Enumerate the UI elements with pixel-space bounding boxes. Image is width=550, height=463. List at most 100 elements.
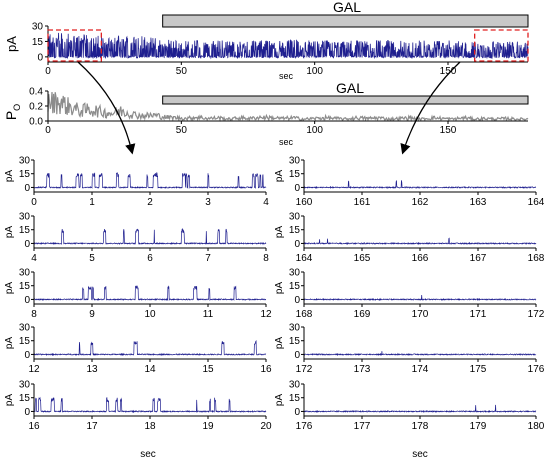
detail-ytick-label: 0 (294, 295, 300, 306)
detail-xlabel-left: sec (140, 449, 156, 460)
detail-xtick-label: 170 (412, 309, 429, 320)
po-xlabel: sec (279, 137, 294, 147)
detail-ytick-label: 15 (19, 336, 31, 347)
detail-xtick-label: 174 (412, 364, 429, 375)
detail-ytick-label: 0 (294, 407, 300, 418)
detail-xtick-label: 0 (31, 197, 37, 208)
detail-ytick-label: 15 (289, 393, 301, 404)
detail-ytick-label: 0 (24, 183, 30, 194)
detail-ytick-label: 30 (19, 156, 31, 167)
detail-xtick-label: 166 (412, 253, 429, 264)
detail-ylabel: pA (4, 282, 15, 295)
detail-ytick-label: 15 (289, 336, 301, 347)
detail-xtick-label: 169 (354, 309, 371, 320)
detail-ytick-label: 30 (19, 380, 31, 391)
detail-panel-l4: 0 15 30 12 13 14 15 16 pA (4, 323, 272, 376)
current-xtick-label: 150 (440, 66, 457, 77)
detail-xtick-label: 176 (296, 421, 313, 432)
detail-xtick-label: 173 (354, 364, 371, 375)
detail-xtick-label: 1 (89, 197, 95, 208)
detail-ytick-label: 30 (289, 380, 301, 391)
detail-panel-l3: 0 15 30 8 9 10 11 12 pA (4, 268, 272, 321)
detail-xtick-label: 161 (354, 197, 371, 208)
detail-xtick-label: 16 (260, 364, 272, 375)
detail-xtick-label: 164 (528, 197, 545, 208)
po-ytick-label: 0.0 (29, 117, 43, 128)
po-ytick-label: 0.2 (29, 102, 43, 113)
detail-panel-r3: 0 15 30 168 169 170 171 172 pA (274, 268, 545, 321)
detail-ylabel: pA (4, 337, 15, 350)
detail-ytick-label: 30 (289, 156, 301, 167)
arrow-left (77, 61, 136, 155)
detail-panel-r5: 0 15 30 176 177 178 179 180 pA (274, 380, 545, 433)
detail-xtick-label: 18 (144, 421, 156, 432)
detail-xtick-label: 167 (470, 253, 487, 264)
highlight-box-1 (47, 29, 102, 62)
detail-ylabel: pA (274, 170, 285, 183)
detail-ytick-label: 0 (24, 295, 30, 306)
detail-ytick-label: 0 (294, 183, 300, 194)
detail-ylabel: pA (274, 337, 285, 350)
detail-xtick-label: 14 (144, 364, 156, 375)
gal-bar-po (162, 95, 529, 105)
detail-ytick-label: 0 (24, 239, 30, 250)
detail-trace-r4 (303, 351, 537, 357)
detail-ytick-label: 15 (289, 281, 301, 292)
detail-ytick-label: 30 (289, 212, 301, 223)
detail-trace-l2 (33, 228, 267, 246)
gal-bar-current (162, 14, 529, 28)
detail-xtick-label: 6 (147, 253, 153, 264)
current-ytick-label: 15 (32, 37, 44, 48)
current-ytick-label: 30 (32, 22, 44, 33)
detail-xtick-label: 13 (86, 364, 98, 375)
detail-xtick-label: 20 (260, 421, 272, 432)
detail-ylabel: pA (4, 226, 15, 239)
highlight-box-2 (474, 29, 529, 62)
detail-ylabel: pA (274, 394, 285, 407)
gal-label-po: GAL (336, 80, 364, 96)
current-ytick-label: 0 (37, 52, 43, 63)
connector-arrows (77, 61, 461, 155)
detail-ylabel: pA (4, 394, 15, 407)
detail-xtick-label: 12 (28, 364, 40, 375)
po-xtick-label: 50 (176, 125, 188, 136)
detail-xtick-label: 164 (296, 253, 313, 264)
current-panel: GAL 0 15 30 0 50 100 150 sec pA (4, 0, 529, 81)
detail-xtick-label: 16 (28, 421, 40, 432)
current-trace (47, 32, 529, 60)
detail-xtick-label: 2 (147, 197, 153, 208)
detail-trace-r3 (304, 294, 537, 301)
detail-ylabel: pA (274, 282, 285, 295)
detail-trace-l5 (33, 396, 267, 414)
detail-trace-r1 (303, 180, 537, 190)
detail-xtick-label: 180 (528, 421, 545, 432)
detail-ytick-label: 30 (19, 323, 31, 334)
detail-trace-l1 (33, 172, 267, 190)
detail-xtick-label: 168 (296, 309, 313, 320)
detail-trace-r2 (303, 237, 537, 246)
current-xtick-label: 0 (45, 66, 51, 77)
current-ylabel: pA (4, 36, 19, 52)
detail-ytick-label: 15 (289, 169, 301, 180)
detail-xtick-label: 9 (89, 309, 95, 320)
po-xtick-label: 150 (440, 125, 457, 136)
detail-xtick-label: 8 (263, 253, 269, 264)
detail-ytick-label: 15 (19, 169, 31, 180)
detail-xtick-label: 163 (470, 197, 487, 208)
po-ylabel: PO (3, 104, 22, 120)
po-ytick-label: 0.4 (29, 87, 43, 98)
detail-ytick-label: 0 (24, 350, 30, 361)
detail-panel-l5: 0 15 30 16 17 18 19 20 pA (4, 380, 272, 433)
detail-panel-l1: 0 15 30 0 1 2 3 4 pA (4, 156, 269, 209)
detail-ytick-label: 30 (19, 268, 31, 279)
detail-xtick-label: 162 (412, 197, 429, 208)
current-xtick-label: 100 (306, 66, 323, 77)
detail-xtick-label: 10 (144, 309, 156, 320)
detail-xtick-label: 17 (86, 421, 98, 432)
po-xtick-label: 100 (306, 125, 323, 136)
gal-label-current: GAL (333, 0, 361, 15)
detail-ytick-label: 15 (289, 225, 301, 236)
